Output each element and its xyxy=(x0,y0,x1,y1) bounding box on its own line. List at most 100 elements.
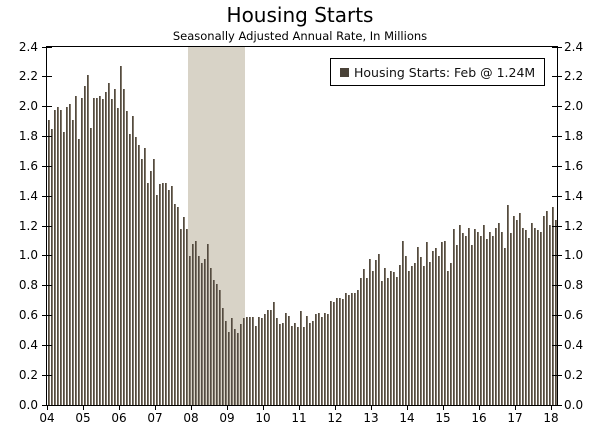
y-tick-right xyxy=(552,374,562,376)
x-axis-label: 04 xyxy=(39,411,55,425)
bar xyxy=(485,239,488,405)
bar xyxy=(512,215,515,405)
y-axis-label-right: 1.4 xyxy=(564,188,584,203)
plot-area: Housing Starts: Feb @ 1.24M xyxy=(46,46,558,406)
bar xyxy=(350,293,353,405)
y-axis-label-left: 0.4 xyxy=(18,337,38,352)
bar xyxy=(506,205,509,405)
bar xyxy=(380,281,383,405)
bar xyxy=(197,255,200,405)
bar xyxy=(275,318,278,405)
bar xyxy=(374,260,377,405)
bar xyxy=(110,99,113,405)
y-axis-label-left: 2.0 xyxy=(18,99,38,114)
x-axis-label: 09 xyxy=(219,411,235,425)
y-axis-label-left: 1.6 xyxy=(18,158,38,173)
bar xyxy=(458,224,461,405)
x-tick xyxy=(443,405,444,410)
bar xyxy=(149,170,152,405)
bar xyxy=(122,88,125,405)
y-axis-label-left: 1.8 xyxy=(18,129,38,143)
bar xyxy=(479,236,482,405)
bar xyxy=(212,279,215,405)
bar xyxy=(401,240,404,405)
y-tick-left xyxy=(42,136,52,137)
y-tick-left xyxy=(42,165,52,167)
bar xyxy=(389,270,392,405)
bar xyxy=(311,321,314,405)
bar xyxy=(404,255,407,405)
bar xyxy=(530,223,533,405)
y-axis-label-right: 0.6 xyxy=(564,308,584,322)
x-tick xyxy=(191,405,192,410)
y-tick-left xyxy=(42,344,52,346)
x-tick xyxy=(47,405,48,410)
bar xyxy=(134,136,137,405)
bar xyxy=(140,158,143,405)
bar xyxy=(230,318,233,405)
bar xyxy=(50,129,53,405)
bar xyxy=(137,145,140,405)
bar xyxy=(410,266,413,405)
bar xyxy=(233,328,236,405)
bar xyxy=(494,227,497,405)
y-tick-right xyxy=(552,195,562,197)
bar xyxy=(536,230,539,405)
y-tick-left xyxy=(42,106,52,108)
bar xyxy=(104,91,107,405)
bar xyxy=(254,325,257,405)
bar xyxy=(245,317,248,405)
bar xyxy=(266,309,269,405)
bar xyxy=(239,324,242,405)
y-tick-left xyxy=(42,255,52,257)
bar xyxy=(533,227,536,405)
bar xyxy=(317,312,320,405)
bar xyxy=(278,324,281,405)
bar xyxy=(68,103,71,405)
bar xyxy=(236,333,239,405)
y-tick-left xyxy=(42,285,52,287)
bar xyxy=(551,206,554,405)
bar xyxy=(251,317,254,405)
bar xyxy=(527,237,530,405)
y-tick-left xyxy=(42,374,52,376)
bar xyxy=(446,270,449,405)
x-tick xyxy=(515,405,516,410)
x-tick xyxy=(299,405,300,410)
bar xyxy=(491,236,494,405)
x-tick xyxy=(551,405,552,410)
bar xyxy=(53,109,56,405)
bar xyxy=(407,270,410,405)
bar xyxy=(464,236,467,405)
bar xyxy=(185,228,188,405)
bar xyxy=(437,255,440,405)
x-tick xyxy=(83,405,84,410)
y-tick-right xyxy=(552,136,562,137)
bar xyxy=(74,96,77,405)
bar xyxy=(482,224,485,405)
bar xyxy=(47,120,50,405)
bar xyxy=(461,233,464,405)
bar xyxy=(95,97,98,405)
bar xyxy=(65,106,68,405)
bar xyxy=(260,318,263,405)
bar xyxy=(353,293,356,405)
bar xyxy=(449,263,452,405)
bar xyxy=(344,293,347,405)
x-axis-label: 10 xyxy=(255,411,271,425)
bar xyxy=(503,248,506,405)
bar xyxy=(227,331,230,405)
y-axis-label-right: 1.8 xyxy=(564,129,584,143)
bar xyxy=(89,127,92,405)
bar xyxy=(341,299,344,405)
y-axis-label-left: 0.2 xyxy=(18,367,38,382)
x-axis-label: 15 xyxy=(435,411,451,425)
y-tick-left xyxy=(42,315,52,316)
bar xyxy=(119,66,122,405)
bar xyxy=(488,231,491,405)
bar xyxy=(113,88,116,405)
bar xyxy=(83,85,86,405)
bar xyxy=(131,115,134,405)
bar xyxy=(188,255,191,405)
